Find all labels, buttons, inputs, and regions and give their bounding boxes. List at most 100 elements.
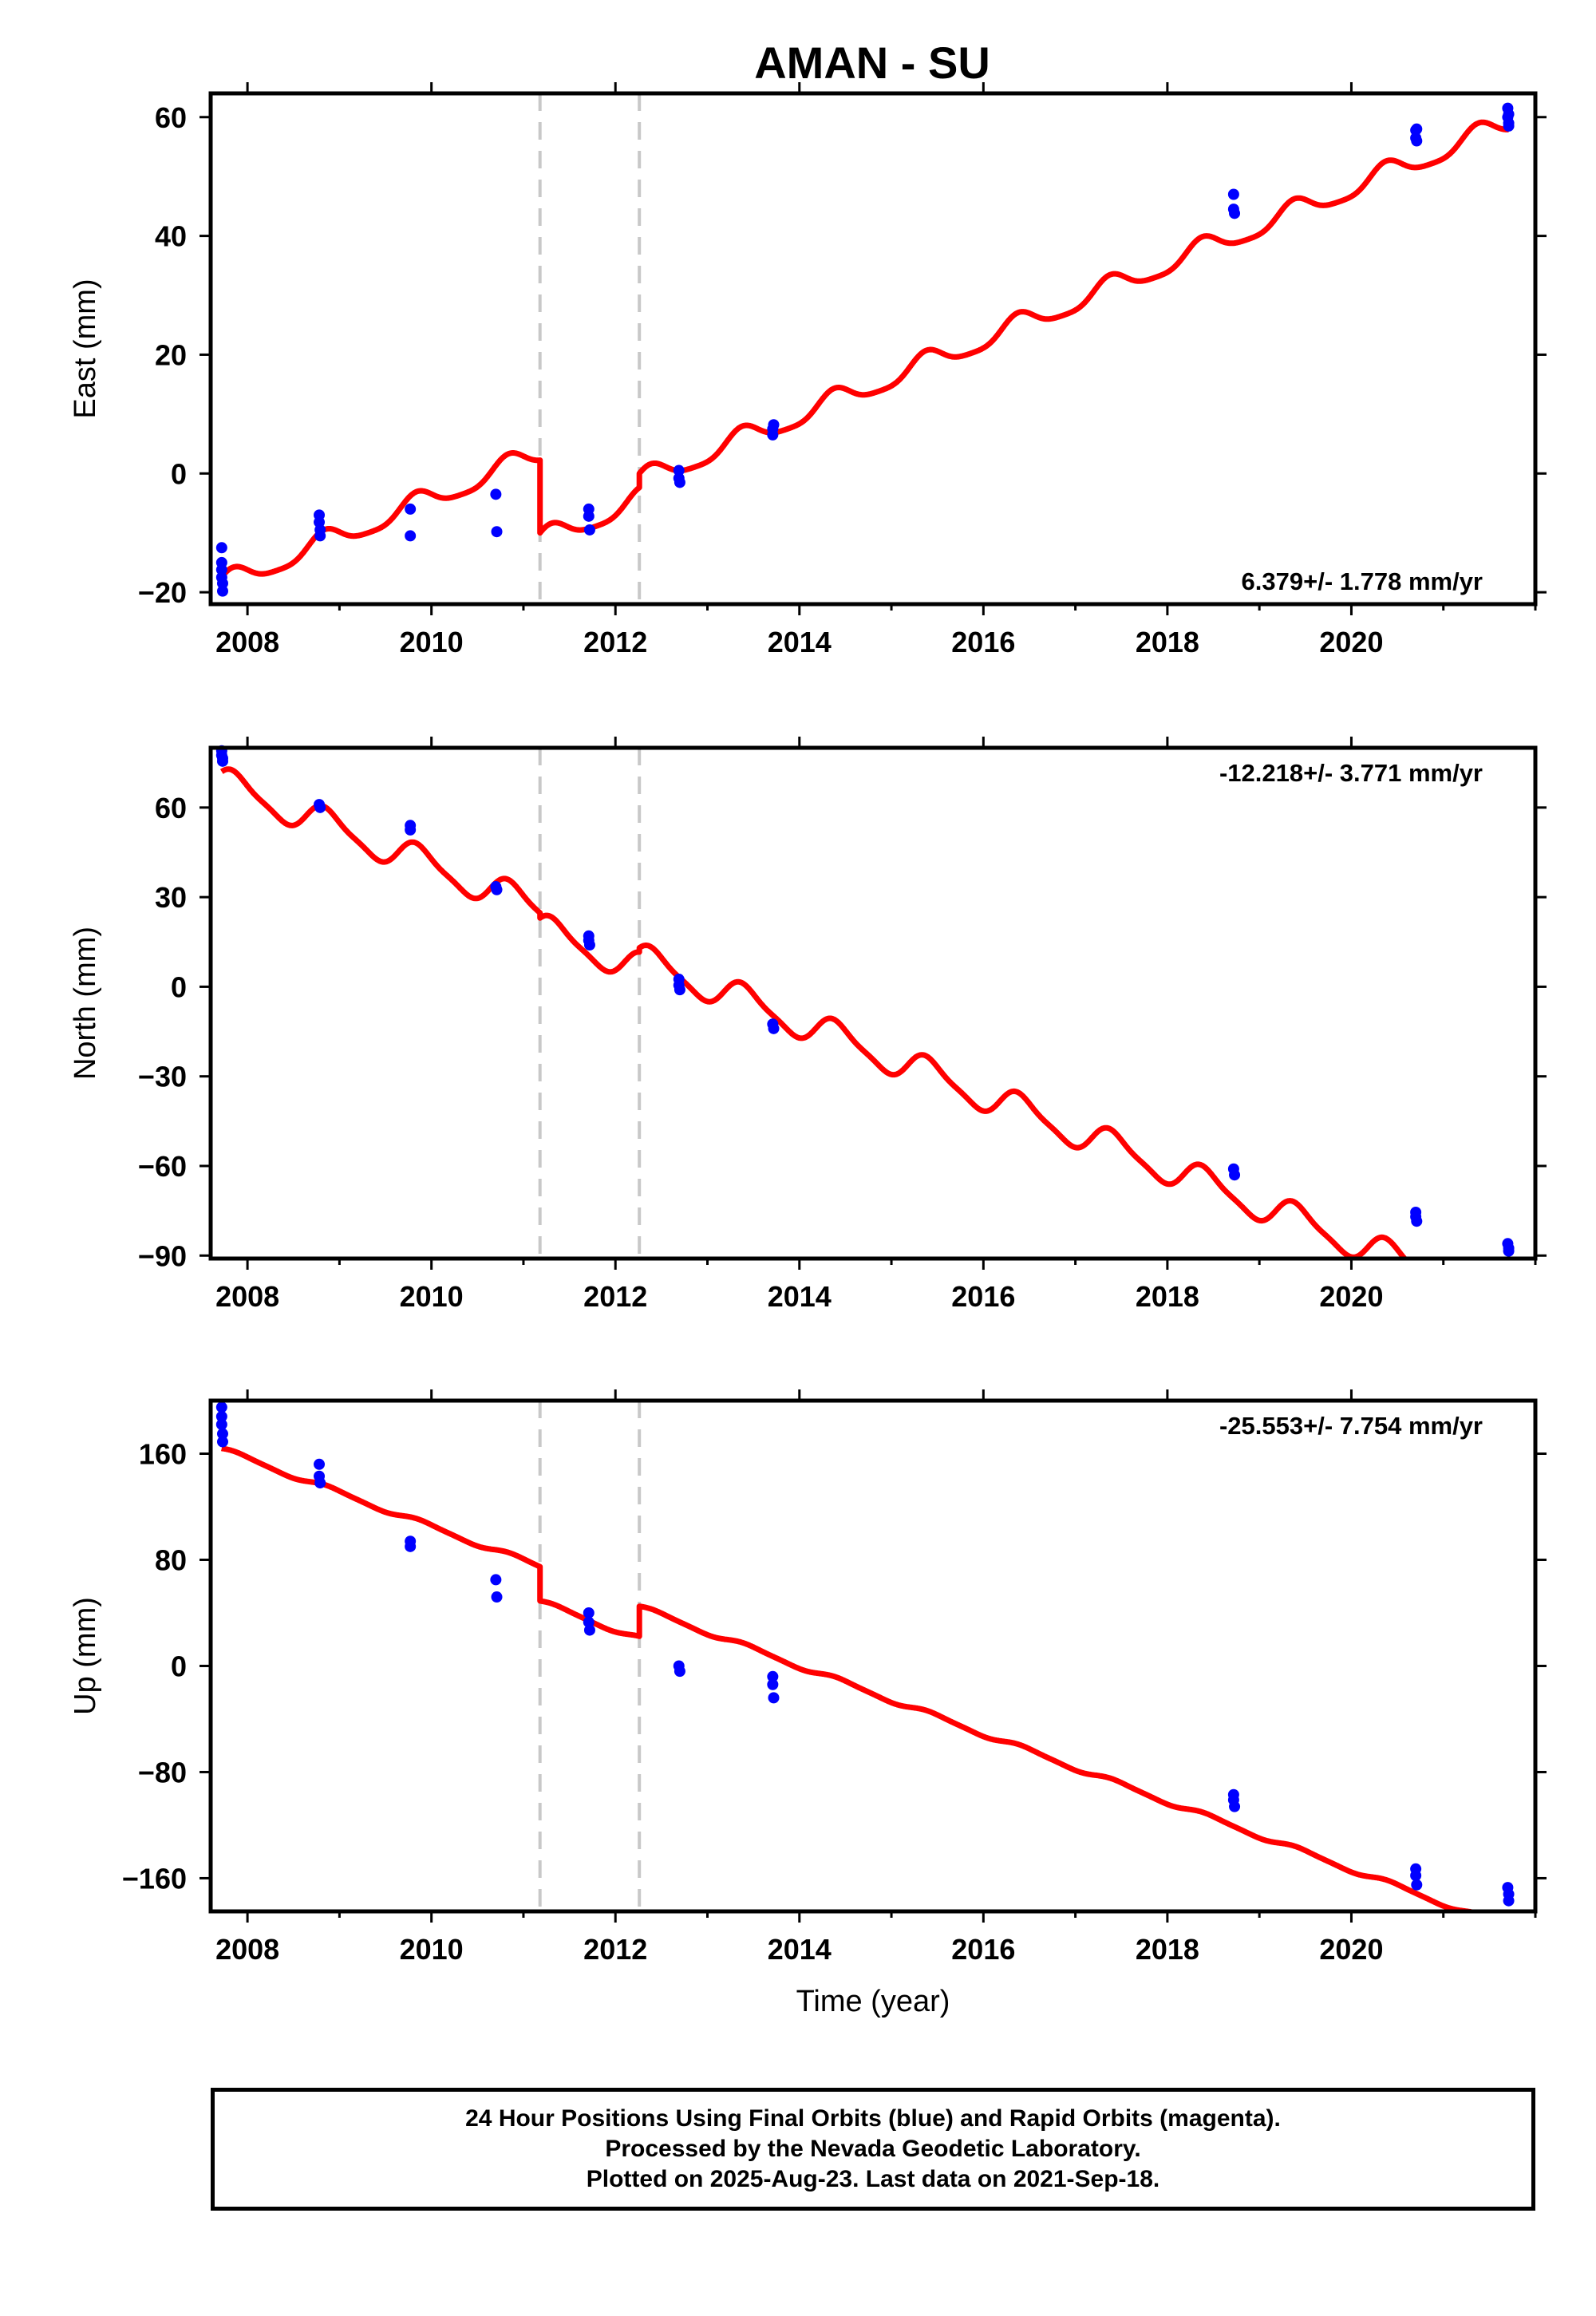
final-orbit-point	[1411, 1215, 1423, 1227]
chart-title: AMAN - SU	[754, 38, 990, 88]
caption-line-3: Plotted on 2025-Aug-23. Last data on 202…	[586, 2166, 1160, 2192]
caption-line-1: 24 Hour Positions Using Final Orbits (bl…	[465, 2105, 1281, 2132]
y-tick-label: 0	[171, 457, 187, 490]
y-tick-label: 0	[171, 1650, 187, 1682]
final-orbit-point	[768, 419, 780, 431]
final-orbit-point	[1411, 135, 1423, 147]
panel-frame	[208, 1398, 1538, 1914]
final-orbit-point	[1410, 1870, 1422, 1882]
rate-annotation: -25.553+/- 7.754 mm/yr	[1219, 1412, 1483, 1440]
x-tick-label: 2008	[215, 1280, 279, 1313]
final-orbit-point	[314, 530, 326, 542]
final-orbit-point	[768, 1692, 780, 1704]
x-tick-label: 2010	[400, 626, 464, 658]
x-axis-label: Time (year)	[796, 1985, 950, 2018]
model-fit-line	[219, 119, 1511, 579]
final-orbit-point	[405, 824, 417, 836]
final-orbit-point	[583, 1607, 595, 1618]
y-axis-label: Up (mm)	[69, 1597, 102, 1715]
y-axis-label: East (mm)	[69, 279, 102, 418]
x-tick-label: 2014	[768, 1933, 832, 1966]
final-orbit-point	[314, 1458, 326, 1470]
y-tick-label: −30	[138, 1061, 187, 1093]
final-orbit-point	[1503, 109, 1515, 121]
final-orbit-point	[405, 530, 417, 542]
panel-east: 2008 2010 2012 2014 2016 2018 2020 −20 0 20 40 60 Ea…	[69, 82, 1547, 658]
y-tick-label: 40	[155, 220, 187, 253]
x-tick-label: 2016	[951, 1280, 1015, 1313]
final-orbit-point	[216, 755, 228, 767]
final-orbit-point	[583, 1624, 595, 1636]
x-tick-label: 2012	[583, 1933, 647, 1966]
final-orbit-point	[216, 1436, 228, 1448]
final-orbit-point	[767, 1670, 779, 1682]
final-orbit-point	[1229, 207, 1241, 219]
final-orbit-point	[674, 476, 685, 488]
final-orbit-point	[673, 464, 685, 476]
y-tick-label: −60	[138, 1150, 187, 1183]
rate-annotation: 6.379+/- 1.778 mm/yr	[1242, 567, 1483, 595]
final-orbit-point	[1227, 188, 1239, 200]
x-tick-label: 2016	[951, 1933, 1015, 1966]
panel-frame	[208, 745, 1538, 1261]
final-orbit-point	[216, 1428, 228, 1440]
y-tick-label: −80	[138, 1756, 187, 1788]
final-orbit-point	[1411, 1879, 1423, 1891]
final-orbit-point	[215, 542, 227, 554]
final-orbit-point	[1503, 1245, 1515, 1257]
x-tick-label: 2018	[1136, 1933, 1199, 1966]
final-orbit-point	[314, 1477, 326, 1489]
y-axis-label: North (mm)	[69, 927, 102, 1080]
x-tick-label: 2016	[951, 626, 1015, 658]
x-tick-label: 2014	[768, 626, 832, 658]
final-orbit-point	[405, 503, 417, 515]
final-orbit-point	[491, 1591, 503, 1603]
final-orbit-point	[1503, 1895, 1515, 1907]
x-tick-label: 2018	[1136, 1280, 1199, 1313]
panel-frame	[208, 91, 1538, 607]
y-tick-label: 160	[139, 1437, 187, 1470]
final-orbit-point	[583, 524, 595, 536]
final-orbit-point	[490, 488, 502, 500]
x-tick-label: 2014	[768, 1280, 832, 1313]
x-tick-label: 2020	[1319, 626, 1383, 658]
final-orbit-point	[215, 1410, 227, 1422]
y-tick-label: −160	[122, 1862, 187, 1895]
x-tick-label: 2012	[583, 626, 647, 658]
y-tick-label: 20	[155, 338, 187, 371]
y-tick-label: 0	[171, 970, 187, 1003]
final-orbit-point	[768, 1022, 780, 1034]
y-tick-label: 60	[155, 101, 187, 134]
x-tick-label: 2008	[215, 626, 279, 658]
x-tick-label: 2020	[1319, 1280, 1383, 1313]
y-tick-label: −20	[138, 576, 187, 609]
model-fit-line	[219, 1445, 1480, 1911]
final-orbit-point	[215, 563, 227, 575]
y-tick-label: −90	[138, 1239, 187, 1272]
model-fit-line	[219, 766, 1408, 1259]
final-orbit-point	[674, 1666, 685, 1678]
final-orbit-point	[583, 939, 595, 951]
panel-north: 2008 2010 2012 2014 2016 2018 2020 −90 −60 −30 0 30…	[69, 737, 1547, 1313]
rate-annotation: -12.218+/- 3.771 mm/yr	[1219, 759, 1483, 787]
chart-panels: 2008 2010 2012 2014 2016 2018 2020 −20 0 20 40 60 Ea…	[69, 82, 1547, 2018]
final-orbit-point	[314, 801, 326, 813]
panel-up: 2008 2010 2012 2014 2016 2018 2020 −160 −80 0 80 16…	[69, 1389, 1547, 2018]
y-tick-label: 30	[155, 881, 187, 914]
final-orbit-point	[216, 577, 228, 589]
final-orbit-point	[1503, 120, 1515, 132]
final-orbit-point	[1229, 1800, 1241, 1812]
y-tick-label: 80	[155, 1543, 187, 1576]
x-tick-label: 2012	[583, 1280, 647, 1313]
final-orbit-point	[1229, 1169, 1241, 1181]
x-tick-label: 2010	[400, 1280, 464, 1313]
caption-line-2: Processed by the Nevada Geodetic Laborat…	[605, 2136, 1141, 2162]
final-orbit-point	[491, 526, 503, 538]
final-orbit-point	[215, 1401, 227, 1413]
final-orbit-point	[405, 1540, 417, 1552]
x-tick-label: 2010	[400, 1933, 464, 1966]
final-orbit-point	[1411, 123, 1423, 135]
final-orbit-point	[215, 1418, 227, 1430]
final-orbit-point	[767, 1678, 779, 1690]
